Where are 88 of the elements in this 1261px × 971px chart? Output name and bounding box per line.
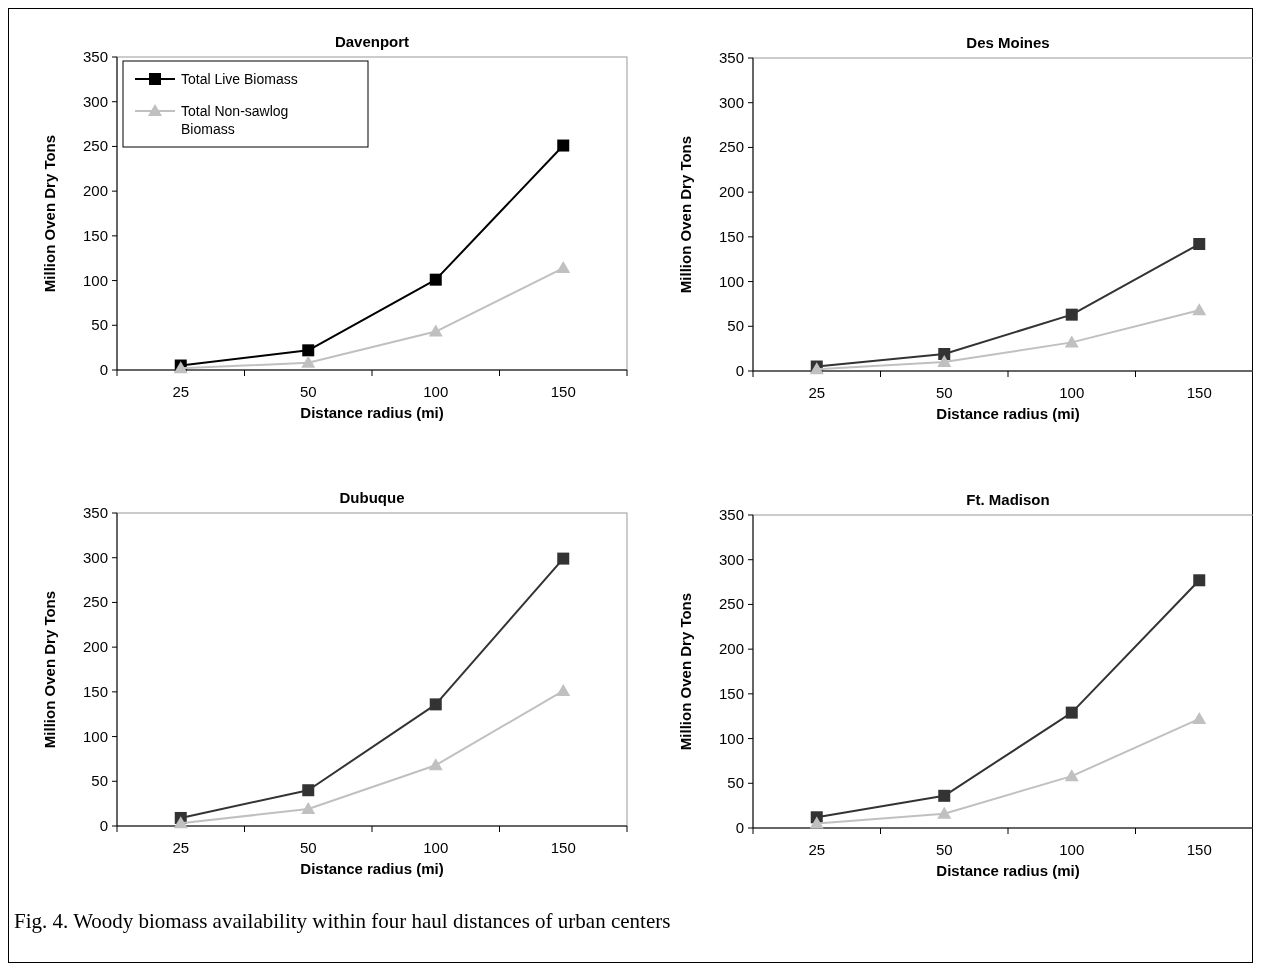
y-tick-label: 300 (82, 548, 108, 566)
y-tick-label: 150 (718, 684, 744, 702)
point (809, 816, 824, 829)
legend-label: Total Live Biomass (181, 71, 298, 87)
x-tick-label: 50 (299, 383, 317, 400)
legend-label: Total Non-sawlog Biomass (181, 103, 289, 137)
point (938, 789, 951, 802)
y-tick-label: 300 (718, 93, 744, 111)
y-axis-title: Million Oven Dry Tons (41, 134, 58, 293)
caption: Fig. 4. Woody biomass availability within four haul distances of urban centers (14, 909, 671, 933)
y-tick-label: 250 (82, 137, 108, 155)
point (1192, 711, 1207, 724)
y-tick-label: 50 (91, 316, 108, 334)
y-tick-label: 300 (718, 550, 744, 568)
y-tick-label: 50 (91, 772, 108, 790)
x-tick-label: 25 (172, 839, 190, 856)
point (302, 344, 315, 357)
y-tick-label: 250 (718, 595, 744, 613)
x-tick-label: 150 (550, 839, 576, 856)
point (428, 758, 443, 771)
point (173, 816, 188, 829)
chart-title: Davenport (334, 33, 410, 50)
y-tick-label: 0 (735, 819, 744, 836)
y-tick-label: 0 (99, 817, 108, 834)
point (1192, 303, 1207, 316)
y-tick-label: 350 (82, 504, 108, 521)
x-axis-title: Distance radius (mi) (936, 405, 1080, 422)
point (937, 806, 952, 819)
x-tick-label: 25 (808, 384, 826, 401)
y-tick-label: 350 (82, 48, 108, 65)
y-axis-title: Million Oven Dry Tons (41, 590, 58, 749)
x-tick-label: 100 (423, 383, 449, 400)
y-tick-label: 150 (718, 227, 744, 245)
x-tick-label: 100 (423, 839, 449, 856)
x-tick-label: 50 (935, 841, 953, 858)
point (1193, 238, 1206, 251)
y-tick-label: 0 (735, 362, 744, 379)
x-tick-label: 150 (1186, 841, 1212, 858)
point (1065, 308, 1078, 321)
point (429, 698, 442, 711)
chart-title: Dubuque (339, 489, 405, 506)
y-tick-label: 100 (718, 272, 744, 290)
x-tick-label: 25 (172, 383, 190, 400)
point (1193, 574, 1206, 587)
y-axis-title: Million Oven Dry Tons (677, 592, 694, 751)
y-tick-label: 50 (727, 317, 744, 335)
y-tick-label: 250 (718, 138, 744, 156)
point (301, 355, 316, 368)
y-tick-label: 350 (718, 49, 744, 66)
x-tick-label: 50 (935, 384, 953, 401)
y-tick-label: 100 (718, 729, 744, 747)
x-tick-label: 100 (1059, 841, 1085, 858)
point (1064, 769, 1079, 782)
y-tick-label: 250 (82, 593, 108, 611)
chart-title: Ft. Madison (966, 491, 1050, 508)
point (557, 139, 570, 152)
y-tick-label: 100 (82, 727, 108, 745)
y-tick-label: 200 (82, 638, 108, 656)
x-tick-label: 50 (299, 839, 317, 856)
point (556, 261, 571, 274)
y-tick-label: 300 (82, 92, 108, 110)
x-axis-title: Distance radius (mi) (300, 860, 444, 877)
x-tick-label: 150 (1186, 384, 1212, 401)
y-tick-label: 200 (718, 640, 744, 658)
y-tick-label: 0 (99, 361, 108, 378)
y-tick-label: 350 (718, 506, 744, 523)
x-axis-title: Distance radius (mi) (936, 862, 1080, 879)
y-axis-title: Million Oven Dry Tons (677, 135, 694, 294)
point (428, 324, 443, 337)
y-tick-label: 150 (82, 682, 108, 700)
y-tick-label: 100 (82, 271, 108, 289)
chart-title: Des Moines (966, 34, 1050, 51)
y-tick-label: 150 (82, 226, 108, 244)
y-tick-label: 200 (718, 183, 744, 201)
x-axis-title: Distance radius (mi) (300, 404, 444, 421)
x-tick-label: 150 (550, 383, 576, 400)
x-tick-label: 100 (1059, 384, 1085, 401)
point (556, 683, 571, 696)
x-tick-label: 25 (808, 841, 826, 858)
point (1064, 335, 1079, 348)
point (302, 784, 315, 797)
point (1065, 706, 1078, 719)
point (429, 273, 442, 286)
point (557, 552, 570, 565)
y-tick-label: 50 (727, 774, 744, 792)
point (937, 355, 952, 368)
y-tick-label: 200 (82, 182, 108, 200)
point (301, 802, 316, 815)
